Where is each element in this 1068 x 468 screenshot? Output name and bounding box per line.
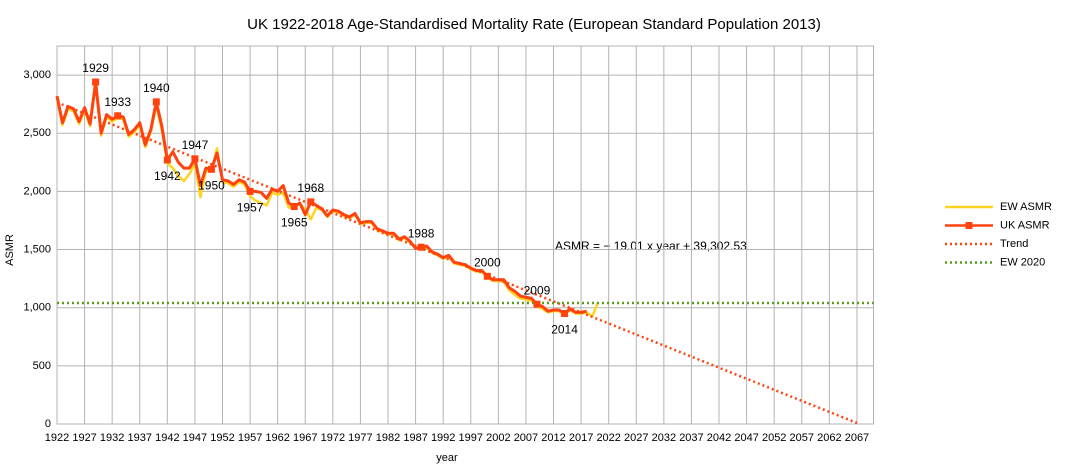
annotation: 1947 (182, 138, 209, 152)
x-tick-label: 2057 (790, 432, 814, 444)
y-tick-label: 2,500 (23, 127, 51, 139)
y-tick-label: 3,000 (23, 69, 51, 81)
annotation: 2014 (551, 323, 578, 337)
annotation: 1929 (82, 61, 109, 75)
marker (92, 78, 100, 86)
legend-label: UK ASMR (1000, 219, 1050, 231)
annotation: 1940 (143, 81, 170, 95)
x-tick-label: 2067 (845, 432, 869, 444)
x-tick-label: 1932 (100, 432, 124, 444)
x-tick-label: 1947 (183, 432, 207, 444)
marker (561, 310, 569, 318)
y-tick-label: 2,000 (23, 185, 51, 197)
x-tick-label: 1972 (321, 432, 345, 444)
y-tick-label: 1,500 (23, 243, 51, 255)
plot-area (56, 45, 874, 425)
x-tick-label: 2032 (652, 432, 676, 444)
annotation: 2000 (474, 255, 501, 269)
legend-label: EW ASMR (1000, 201, 1052, 213)
x-tick-label: 2052 (762, 432, 786, 444)
marker (290, 203, 298, 211)
x-tick-label: 1977 (348, 432, 372, 444)
marker (163, 156, 171, 164)
annotation: 1965 (281, 216, 308, 230)
x-tick-label: 1937 (128, 432, 152, 444)
y-tick-label: 0 (45, 418, 51, 430)
marker (307, 198, 315, 206)
x-tick-label: 1927 (72, 432, 96, 444)
marker (152, 98, 160, 106)
annotation: 2009 (524, 283, 551, 297)
x-tick-label: 1982 (376, 432, 400, 444)
x-tick-label: 1967 (293, 432, 317, 444)
legend-label: Trend (1000, 238, 1028, 250)
annotation: 1950 (198, 178, 225, 192)
x-tick-label: 1957 (238, 432, 262, 444)
y-axis-label: ASMR (4, 234, 16, 266)
marker (207, 165, 215, 173)
y-tick-label: 500 (33, 360, 51, 372)
trend-line (56, 101, 858, 425)
x-tick-label: 2027 (624, 432, 648, 444)
chart-title: UK 1922-2018 Age-Standardised Mortality … (247, 16, 821, 33)
x-tick-label: 2042 (707, 432, 731, 444)
x-tick-label: 2047 (734, 432, 758, 444)
annotation: 1968 (297, 181, 324, 195)
x-tick-label: 1952 (210, 432, 234, 444)
annotation: 1957 (237, 201, 264, 215)
marker (533, 300, 541, 308)
marker (417, 243, 425, 251)
data-line (55, 80, 587, 316)
x-tick-label: 1942 (155, 432, 179, 444)
x-tick-label: 1997 (459, 432, 483, 444)
x-axis-label: year (436, 452, 458, 464)
marker (114, 112, 122, 120)
legend-label: EW 2020 (1000, 256, 1045, 268)
marker (246, 187, 254, 195)
x-tick-label: 1922 (45, 432, 69, 444)
y-tick-label: 1,000 (23, 302, 51, 314)
marker (483, 272, 491, 280)
x-tick-label: 2062 (817, 432, 841, 444)
annotation: 1942 (154, 169, 181, 183)
x-tick-label: 1962 (265, 432, 289, 444)
x-tick-label: 2017 (569, 432, 593, 444)
x-tick-label: 2007 (514, 432, 538, 444)
x-tick-label: 2002 (486, 432, 510, 444)
x-tick-label: 1992 (431, 432, 455, 444)
x-tick-label: 2022 (596, 432, 620, 444)
annotation: 1933 (104, 95, 131, 109)
x-tick-label: 2012 (541, 432, 565, 444)
legend-marker (965, 222, 973, 229)
x-tick-label: 1987 (403, 432, 427, 444)
data-line (55, 83, 599, 318)
x-tick-label: 2037 (679, 432, 703, 444)
trend-equation: ASMR = − 19.01 x year + 39,302.53 (555, 239, 747, 253)
annotation: 1988 (408, 226, 435, 240)
marker (191, 155, 199, 163)
